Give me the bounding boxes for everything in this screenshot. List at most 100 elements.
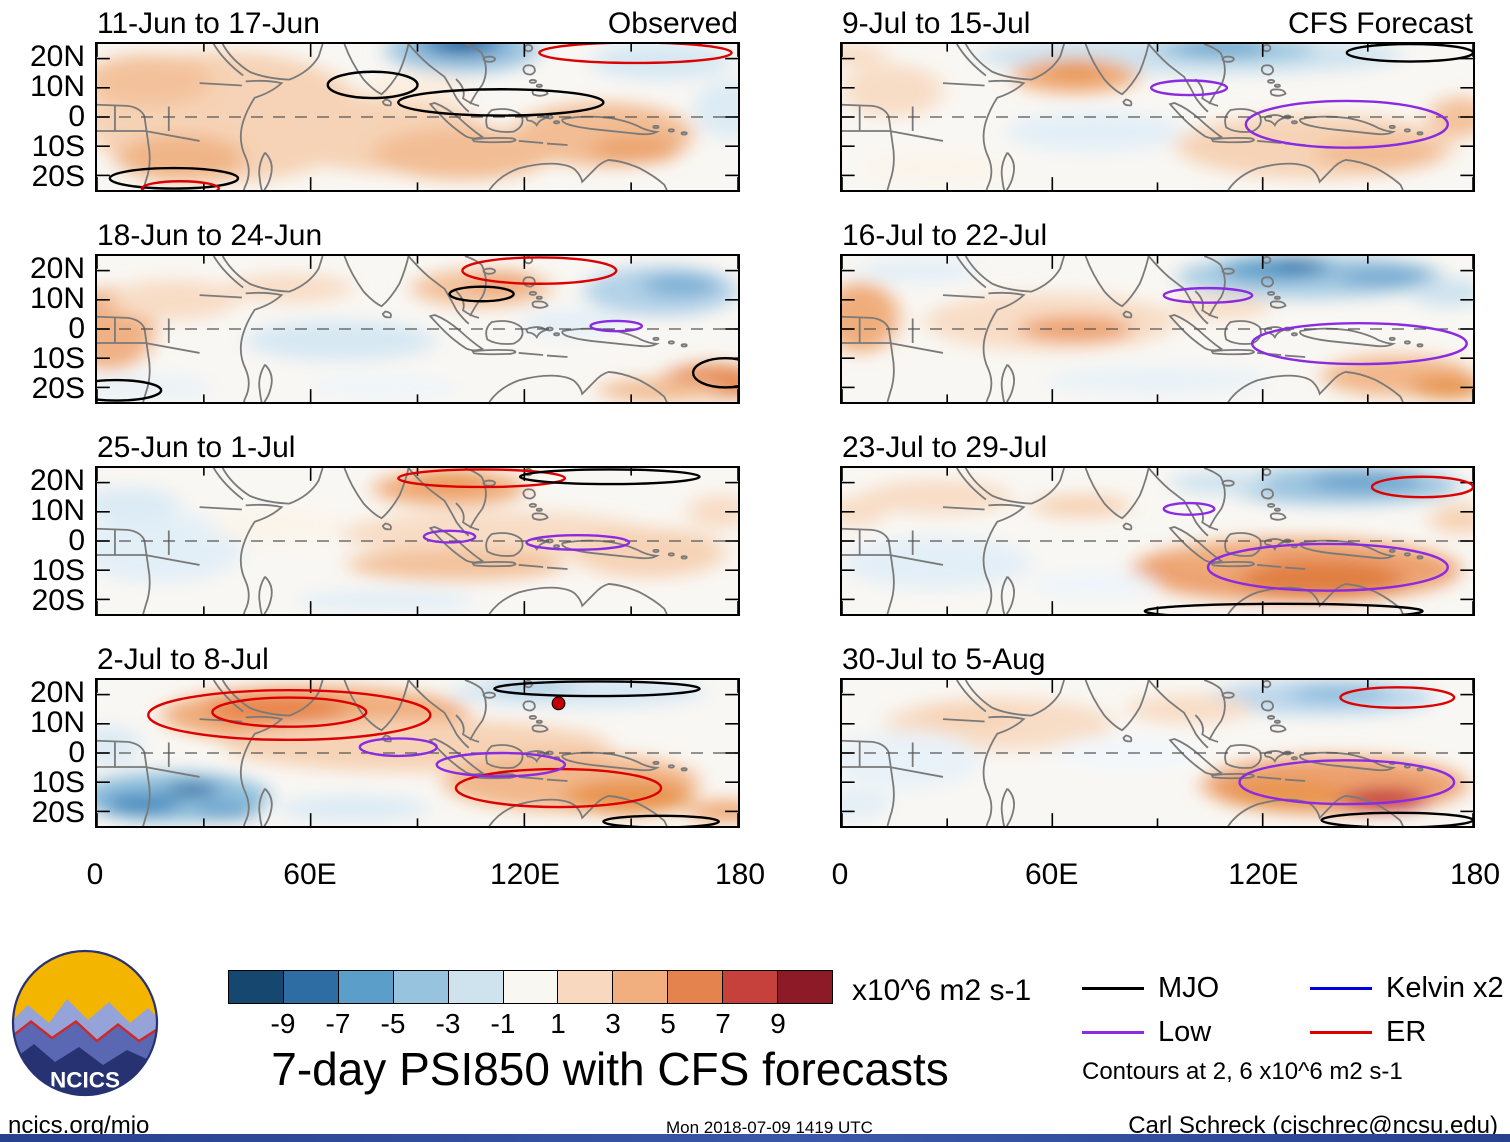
y-tick-label: 10N bbox=[29, 494, 85, 527]
wave-contour bbox=[212, 698, 366, 727]
colorbar-cell bbox=[777, 971, 832, 1003]
legend-line-swatch bbox=[1310, 1030, 1372, 1034]
map-panel: 16-Jul to 22-Jul bbox=[840, 216, 1475, 404]
wave-contour bbox=[360, 738, 437, 756]
colorbar-tick-label: 7 bbox=[715, 1008, 731, 1039]
x-tick-label: 120E bbox=[489, 858, 561, 891]
map-frame bbox=[840, 466, 1475, 616]
wave-contour bbox=[462, 257, 616, 283]
axis-ticks bbox=[842, 44, 1473, 190]
panel-title-row: 23-Jul to 29-Jul bbox=[840, 428, 1475, 466]
x-tick-label: 120E bbox=[1228, 858, 1299, 891]
colorbar-tick-label: -3 bbox=[435, 1008, 461, 1039]
x-tick-label: 60E bbox=[283, 858, 337, 891]
y-tick-label: 10S bbox=[31, 766, 85, 799]
x-tick-label: 180 bbox=[1449, 858, 1501, 891]
map-frame bbox=[95, 678, 740, 828]
legend-line-swatch bbox=[1082, 986, 1144, 990]
legend-label: ER bbox=[1386, 1015, 1427, 1048]
axis-ticks bbox=[97, 44, 738, 190]
legend-item: Low bbox=[1082, 1010, 1310, 1054]
panel-title: 23-Jul to 29-Jul bbox=[842, 431, 1048, 464]
colorbar-tick-label: -9 bbox=[270, 1008, 296, 1039]
colorbar-tick-label: 5 bbox=[660, 1008, 676, 1039]
legend-label: Kelvin x2 bbox=[1386, 971, 1504, 1004]
axis-ticks bbox=[842, 680, 1473, 826]
legend-label: Low bbox=[1158, 1015, 1212, 1048]
logo-red-ridge bbox=[13, 1019, 157, 1043]
y-tick-label: 20S bbox=[31, 372, 85, 405]
footer-timestamp: Mon 2018-07-09 1419 UTC bbox=[666, 1118, 873, 1137]
panel-title: 25-Jun to 1-Jul bbox=[97, 431, 296, 464]
colorbar-cell bbox=[722, 971, 778, 1003]
colorbar-tick-label: 9 bbox=[770, 1008, 786, 1039]
wave-contour bbox=[1372, 477, 1473, 497]
map-panel: 9-Jul to 15-Jul CFS Forecast bbox=[840, 4, 1475, 192]
wave-contour bbox=[142, 181, 219, 190]
y-tick-label: 10S bbox=[31, 554, 85, 587]
wave-contour bbox=[603, 816, 718, 826]
map-frame bbox=[840, 42, 1475, 192]
colorbar-tick-label: -7 bbox=[325, 1008, 351, 1039]
wave-contour bbox=[1164, 503, 1214, 515]
colorbar-cell bbox=[337, 971, 393, 1003]
colorbar-cell bbox=[502, 971, 558, 1003]
x-tick-label: 0 bbox=[831, 858, 849, 891]
contour-note: Contours at 2, 6 x10^6 m2 s-1 bbox=[1082, 1058, 1403, 1085]
y-tick-label: 10S bbox=[31, 342, 85, 375]
map-canvas bbox=[97, 44, 738, 190]
map-frame bbox=[95, 466, 740, 616]
y-tick-label: 20N bbox=[29, 464, 85, 497]
x-tick-label: 180 bbox=[714, 858, 766, 891]
legend-item: Kelvin x2 bbox=[1310, 966, 1510, 1010]
main-title: 7-day PSI850 with CFS forecasts bbox=[271, 1043, 949, 1095]
colorbar-tick-label: 3 bbox=[605, 1008, 621, 1039]
map-panel: 18-Jun to 24-Jun bbox=[95, 216, 740, 404]
map-canvas bbox=[842, 256, 1473, 402]
map-canvas bbox=[842, 44, 1473, 190]
wave-contour bbox=[1340, 687, 1454, 707]
wave-contour bbox=[398, 469, 565, 487]
logo-ring bbox=[11, 949, 159, 1097]
panel-title: 11-Jun to 17-Jun bbox=[97, 7, 320, 40]
x-axis-labels: 0 60E 120E 180 bbox=[87, 852, 765, 896]
x-tick-label: 60E bbox=[1024, 858, 1079, 891]
map-frame bbox=[95, 254, 740, 404]
axis-ticks bbox=[842, 256, 1473, 402]
bottom-bar bbox=[0, 1134, 1510, 1142]
colorbar-cell bbox=[392, 971, 448, 1003]
wave-contour bbox=[148, 690, 430, 740]
wave-contour bbox=[97, 380, 161, 400]
shading-layer bbox=[97, 266, 738, 402]
colorbar: -9 -7 -5 -3 -1 1 3 5 7 9 bbox=[228, 970, 833, 1040]
x-axis-row: 0 60E 120E 180 0 60E 120E 180 bbox=[0, 852, 1510, 896]
y-axis-labels: 20N 10N 0 10S 20S bbox=[0, 640, 95, 829]
legend-item: MJO bbox=[1082, 966, 1310, 1010]
map-panel: 25-Jun to 1-Jul bbox=[95, 428, 740, 616]
panel-row: 20N 10N 0 10S 20S 2-Jul to 8-Jul 30-Jul to 5-A… bbox=[0, 640, 1510, 829]
wave-contour bbox=[494, 681, 699, 696]
map-canvas bbox=[842, 680, 1473, 826]
colorbar-cell bbox=[557, 971, 613, 1003]
y-tick-label: 0 bbox=[68, 736, 85, 769]
legend-line-swatch bbox=[1310, 986, 1372, 990]
wave-contour bbox=[1347, 44, 1473, 62]
y-axis-labels: 20N 10N 0 10S 20S bbox=[0, 428, 95, 617]
panel-title-row: 30-Jul to 5-Aug bbox=[840, 640, 1475, 678]
colorbar-labels: -9 -7 -5 -3 -1 1 3 5 7 9 bbox=[228, 1004, 833, 1040]
wave-contour bbox=[1151, 81, 1227, 96]
colorbar-cell bbox=[667, 971, 723, 1003]
panel-title-row: 2-Jul to 8-Jul bbox=[95, 640, 740, 678]
wave-contour bbox=[693, 358, 738, 387]
ncics-logo: NCICS bbox=[11, 949, 159, 1097]
wave-contour bbox=[1240, 760, 1455, 804]
y-tick-label: 10N bbox=[29, 282, 85, 315]
map-canvas bbox=[842, 468, 1473, 614]
panel-title-row: 18-Jun to 24-Jun bbox=[95, 216, 740, 254]
map-canvas bbox=[97, 680, 738, 826]
colorbar-cell bbox=[229, 971, 283, 1003]
colorbar-tick-label: 1 bbox=[550, 1008, 566, 1039]
y-tick-label: 10S bbox=[31, 130, 85, 163]
wave-contour bbox=[328, 72, 418, 98]
storm-marker bbox=[552, 697, 565, 710]
